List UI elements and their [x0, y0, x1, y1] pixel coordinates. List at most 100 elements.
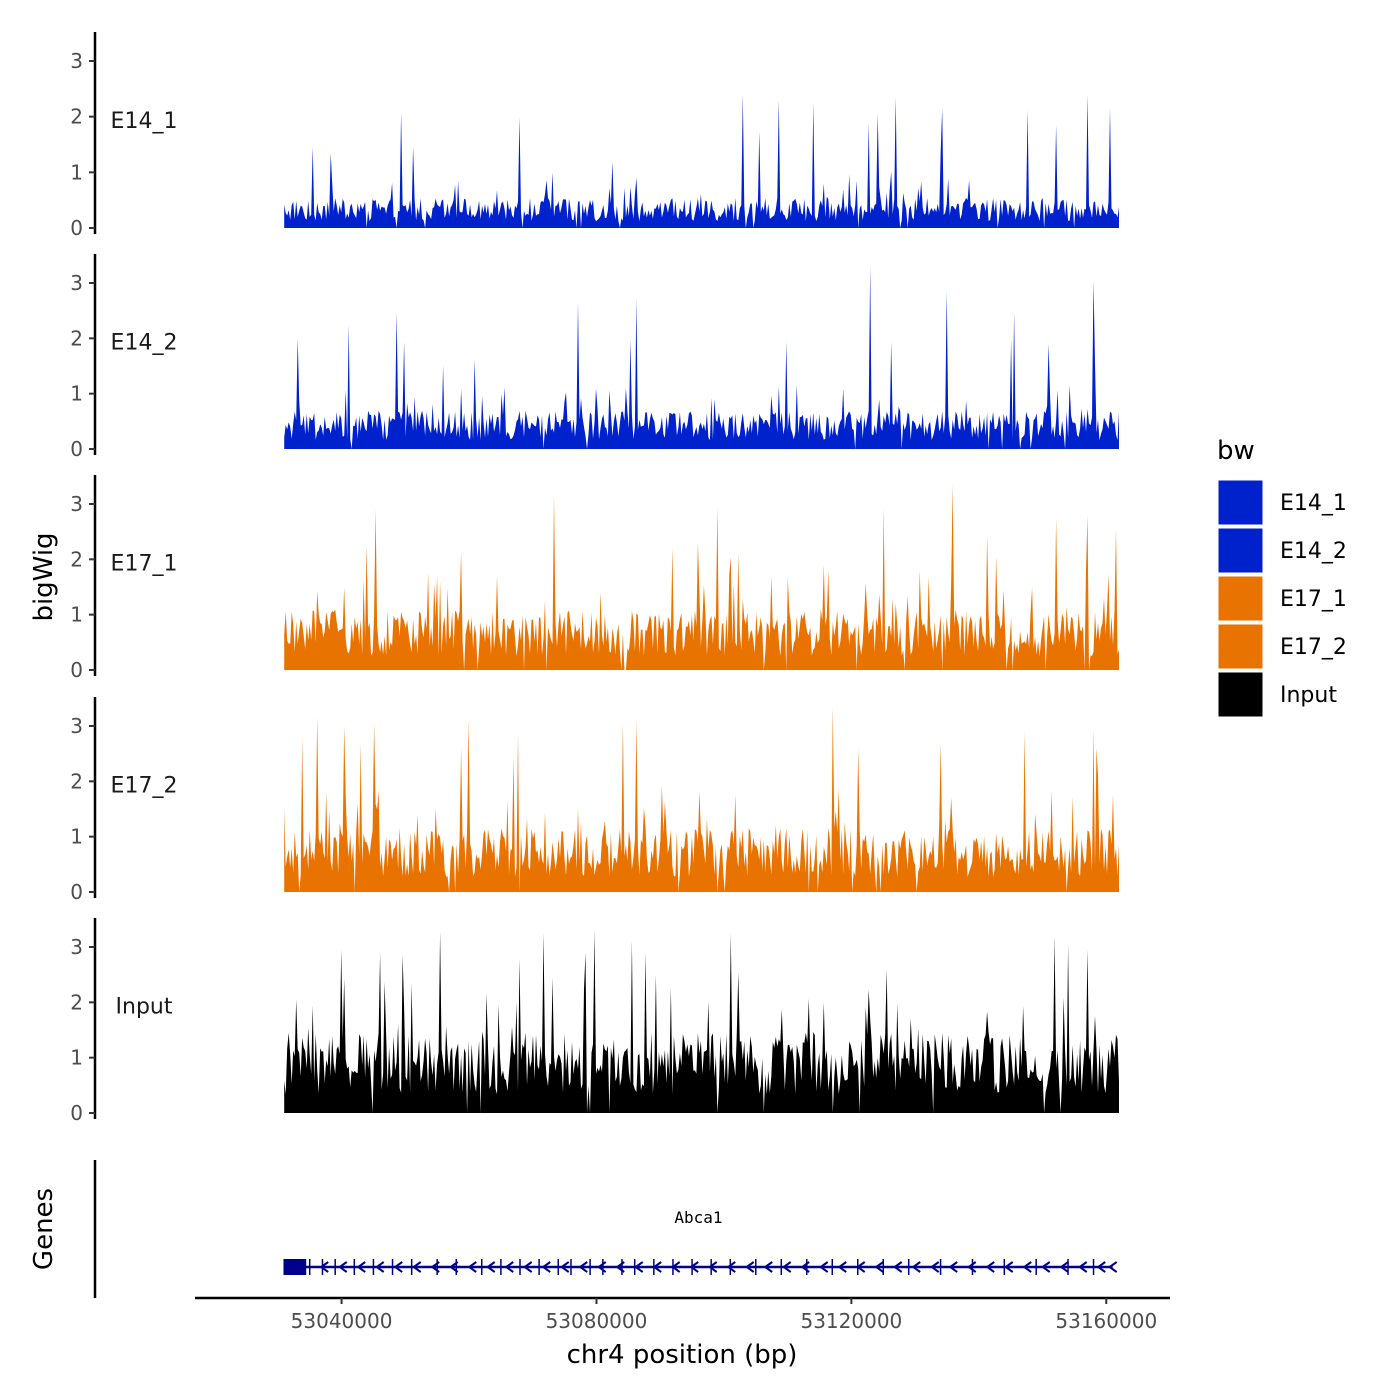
strand-arrow — [1022, 1261, 1032, 1273]
strand-arrow — [504, 1261, 514, 1273]
y-tick-label: 0 — [70, 437, 83, 461]
strand-arrow — [744, 1261, 755, 1273]
strand-arrow — [726, 1261, 736, 1273]
signal-tracks: 0 1 2 3 E14_1 0 1 2 3 E14_2 0 1 2 3 E17_1 0 1 2 3 E17_2 0 1 2 3… — [70, 32, 1119, 1125]
legend-swatch — [1217, 623, 1264, 670]
strand-arrow — [578, 1261, 588, 1273]
y-tick-label: 3 — [70, 935, 83, 959]
y-tick-label: 0 — [70, 1101, 83, 1125]
strand-arrow — [1096, 1261, 1106, 1273]
coverage-area — [284, 94, 1119, 229]
strand-arrow — [911, 1261, 921, 1273]
strand-arrow — [929, 1261, 940, 1273]
y-tick-label: 2 — [70, 990, 83, 1014]
y-tick-label: 1 — [70, 825, 83, 849]
track-label: E17_1 — [111, 552, 178, 577]
strand-arrow — [689, 1261, 699, 1273]
strand-arrow — [1077, 1261, 1088, 1273]
strand-arrow — [393, 1261, 403, 1273]
legend-swatch — [1217, 527, 1264, 574]
legend-swatch — [1217, 671, 1264, 718]
strand-arrow — [800, 1261, 810, 1273]
strand-arrow — [892, 1261, 903, 1273]
track-label: Input — [116, 995, 173, 1020]
x-tick-label: 53160000 — [1055, 1309, 1157, 1333]
strand-arrow — [1059, 1261, 1069, 1273]
y-tick-label: 0 — [70, 216, 83, 240]
strand-arrow — [855, 1261, 866, 1273]
strand-arrow — [652, 1261, 662, 1273]
legend-entry-label: E14_1 — [1280, 491, 1347, 516]
y-tick-label: 2 — [70, 326, 83, 350]
strand-arrow — [633, 1261, 644, 1273]
legend-entry-label: E17_1 — [1280, 587, 1347, 612]
x-tick-label: 53040000 — [291, 1309, 393, 1333]
strand-arrow — [522, 1261, 533, 1273]
strand-arrow — [448, 1261, 459, 1273]
legend-entry-label: Input — [1280, 683, 1337, 708]
legend-entry-label: E17_2 — [1280, 635, 1347, 660]
strand-arrow — [707, 1261, 718, 1273]
gene-utr-block — [284, 1259, 307, 1275]
y-tick-label: 0 — [70, 880, 83, 904]
y-axis-title: bigWig — [29, 532, 59, 621]
legend-title: bw — [1217, 436, 1255, 466]
strand-arrow — [374, 1261, 385, 1273]
coverage-area — [284, 484, 1119, 670]
y-tick-label: 2 — [70, 769, 83, 793]
strand-arrow — [1040, 1261, 1051, 1273]
coverage-area — [284, 266, 1119, 449]
strand-arrow — [818, 1261, 829, 1273]
strand-arrow — [467, 1261, 477, 1273]
track-label: E17_2 — [111, 774, 178, 799]
strand-arrow — [430, 1261, 440, 1273]
track-label: E14_2 — [111, 331, 178, 356]
gene-panel: Abca1 — [93, 1160, 1118, 1298]
y-tick-label: 2 — [70, 547, 83, 571]
strand-arrow — [763, 1261, 773, 1273]
y-tick-label: 3 — [70, 492, 83, 516]
y-tick-label: 1 — [70, 1046, 83, 1070]
x-axis-title: chr4 position (bp) — [567, 1340, 798, 1370]
y-tick-label: 2 — [70, 105, 83, 129]
strand-arrow — [985, 1261, 995, 1273]
track-e14-2: 0 1 2 3 E14_2 — [70, 254, 1119, 461]
strand-arrow — [837, 1261, 847, 1273]
strand-arrow — [948, 1261, 958, 1273]
strand-arrow — [559, 1261, 570, 1273]
legend-entry-label: E14_2 — [1280, 539, 1347, 564]
strand-arrow — [615, 1261, 625, 1273]
x-tick-label: 53120000 — [800, 1309, 902, 1333]
strand-arrow — [1107, 1261, 1118, 1273]
y-tick-label: 3 — [70, 49, 83, 73]
legend: bw E14_1 E14_2 E17_1 E17_2 Input — [1217, 436, 1347, 718]
x-tick-label: 53080000 — [546, 1309, 648, 1333]
y-tick-label: 1 — [70, 382, 83, 406]
coverage-area — [284, 930, 1119, 1113]
y-tick-label: 0 — [70, 658, 83, 682]
y-tick-label: 1 — [70, 603, 83, 627]
strand-arrow — [356, 1261, 366, 1273]
strand-arrow — [337, 1261, 348, 1273]
track-label: E14_1 — [111, 109, 178, 134]
strand-arrow — [411, 1261, 422, 1273]
strand-arrow — [966, 1261, 977, 1273]
legend-swatch — [1217, 575, 1264, 622]
strand-arrow — [485, 1261, 496, 1273]
strand-arrow — [541, 1261, 551, 1273]
genes-panel-title: Genes — [29, 1188, 59, 1270]
track-e14-1: 0 1 2 3 E14_1 — [70, 32, 1119, 240]
track-e17-2: 0 1 2 3 E17_2 — [70, 697, 1119, 904]
gene-name-label: Abca1 — [674, 1208, 722, 1227]
legend-swatch — [1217, 479, 1264, 526]
y-tick-label: 3 — [70, 714, 83, 738]
track-input: 0 1 2 3 Input — [70, 918, 1119, 1125]
strand-arrow — [319, 1261, 329, 1273]
coverage-area — [284, 706, 1119, 892]
x-axis: 53040000 53080000 53120000 53160000 — [195, 1296, 1170, 1333]
strand-arrow — [1003, 1261, 1014, 1273]
y-tick-label: 1 — [70, 160, 83, 184]
strand-arrow — [596, 1261, 607, 1273]
track-e17-1: 0 1 2 3 E17_1 — [70, 475, 1119, 682]
